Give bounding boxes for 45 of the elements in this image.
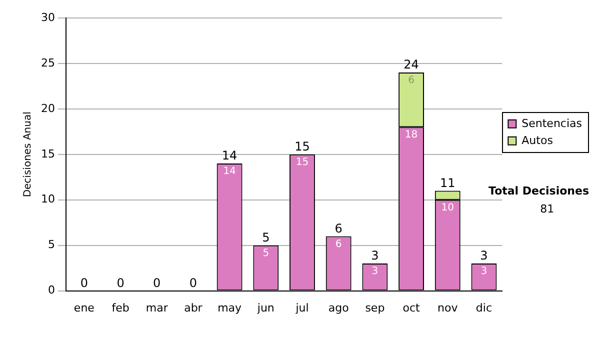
- x-tick-label: abr: [184, 301, 203, 314]
- x-tick-label: oct: [402, 301, 421, 314]
- total-label: 0: [116, 276, 124, 290]
- x-tick-label: ene: [74, 301, 95, 314]
- legend-label: Autos: [522, 134, 554, 147]
- data-label: 15: [296, 156, 309, 168]
- total-label: 0: [153, 276, 161, 290]
- y-tick-label: 25: [40, 56, 55, 70]
- x-tick-label: may: [218, 301, 242, 314]
- annotation: Total Decisiones: [488, 184, 590, 198]
- x-tick-label: ago: [328, 301, 350, 314]
- x-tick-label: dic: [476, 301, 492, 314]
- total-label: 0: [189, 276, 198, 290]
- y-tick-label: 10: [40, 192, 55, 206]
- x-tick-label: nov: [438, 301, 458, 314]
- y-tick-label: 15: [40, 147, 55, 160]
- data-label: 3: [372, 266, 378, 278]
- y-axis-title: Decisiones Anual: [22, 112, 34, 198]
- x-tick-label: sep: [365, 301, 385, 314]
- data-label: 5: [262, 248, 270, 259]
- data-label: 10: [441, 202, 454, 214]
- x-tick-label: feb: [112, 301, 130, 314]
- legend-label: Sentencias: [522, 116, 582, 130]
- total-label: 14: [222, 148, 238, 163]
- total-label: 3: [371, 248, 379, 263]
- data-label: 6: [335, 238, 342, 250]
- text: 81: [540, 202, 554, 216]
- x-tick-label: mar: [146, 301, 168, 314]
- total-label: 0: [80, 276, 88, 290]
- data-label: 18: [404, 130, 418, 141]
- y-tick-label: 30: [40, 10, 55, 24]
- y-tick-label: 0: [48, 284, 55, 297]
- total-label: 11: [440, 176, 456, 190]
- x-tick-label: jun: [256, 301, 274, 314]
- total-label: 24: [404, 58, 419, 72]
- data-label: 14: [223, 166, 236, 178]
- data-label: 3: [480, 266, 488, 278]
- total-label: 5: [262, 230, 270, 244]
- total-label: 6: [334, 221, 342, 236]
- x-tick-label: jul: [294, 301, 309, 314]
- data-label: 6: [408, 75, 414, 86]
- total-label: 3: [480, 248, 488, 263]
- total-label: 15: [294, 140, 310, 154]
- y-tick-label: 20: [40, 102, 55, 115]
- y-tick-label: 5: [48, 238, 55, 252]
